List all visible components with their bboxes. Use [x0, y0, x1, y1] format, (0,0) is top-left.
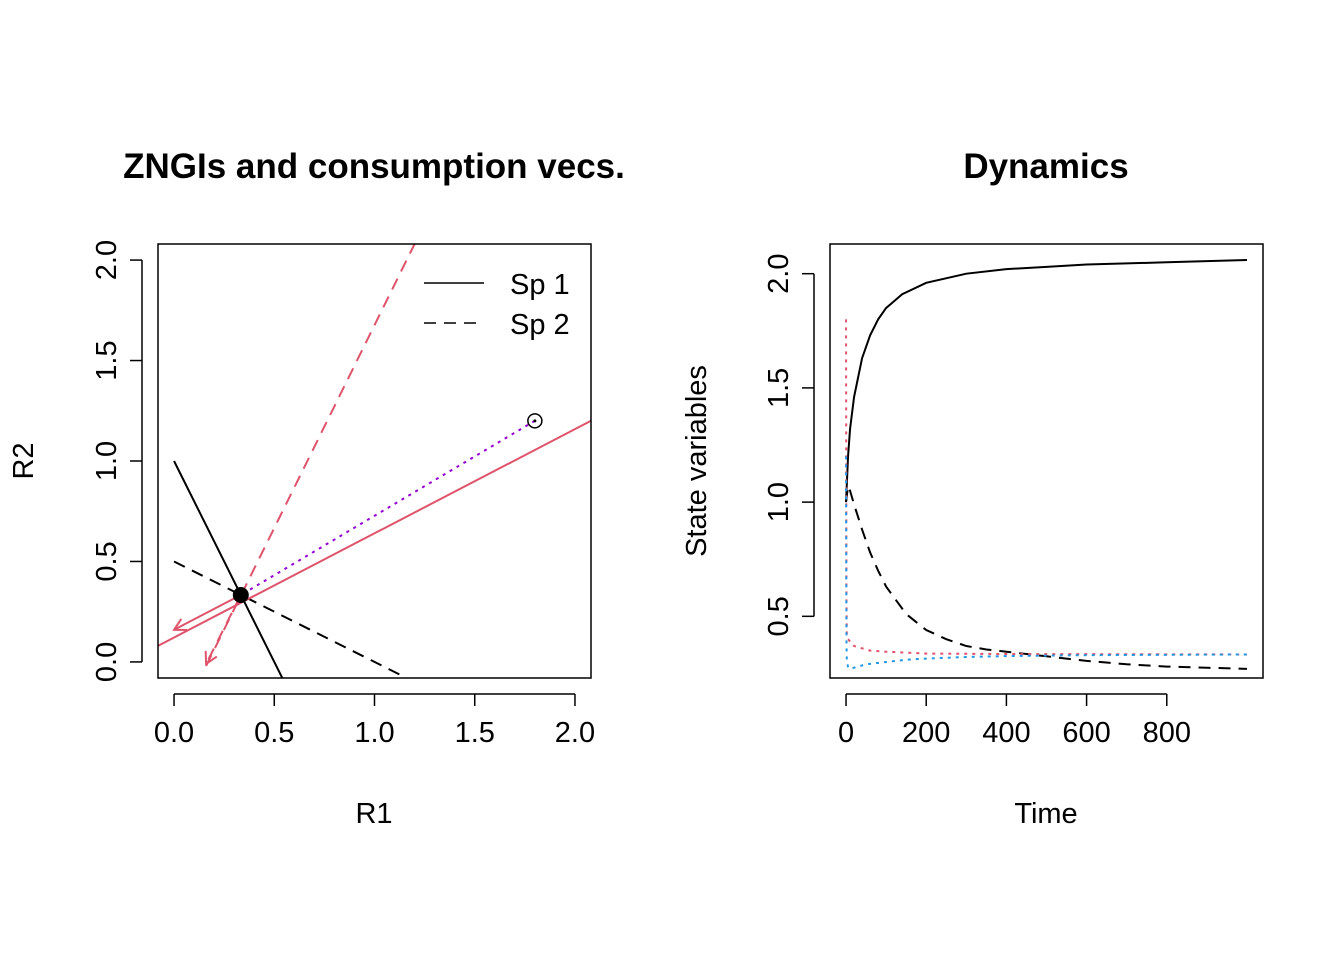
panel-dynamics-ylabel: State variables	[681, 365, 713, 557]
panel-dynamics-xlabel: Time	[1014, 798, 1077, 830]
legend: Sp 1 Sp 2	[424, 269, 570, 341]
series-sp1	[845, 258, 1247, 503]
series-sp2	[845, 482, 1247, 670]
legend-label-sp1: Sp 1	[510, 269, 570, 301]
x-tick-label: 600	[1062, 717, 1110, 749]
y-tick-label: 0.0	[91, 642, 123, 682]
panel-zngi-frame	[157, 243, 592, 679]
panel-zngi-xlabel: R1	[355, 798, 392, 830]
point-equilibrium	[232, 587, 249, 604]
panel-dynamics: Dynamics Time State variables 0 200 400 600…	[681, 147, 1264, 830]
y-tick-label: 1.0	[763, 482, 795, 522]
panel-zngi-marks	[172, 413, 543, 666]
consumption-arrowhead-1	[172, 618, 188, 632]
point-supply-point-center	[533, 419, 537, 423]
consumption-arrow-1	[173, 594, 242, 631]
x-tick-label: 1.0	[354, 717, 394, 749]
x-tick-label: 0.0	[154, 717, 194, 749]
series-supply	[240, 419, 536, 596]
y-tick-label: 1.0	[91, 441, 123, 481]
y-tick-label: 0.5	[91, 541, 123, 581]
series-r2	[845, 456, 1247, 670]
panel-zngi-series	[158, 244, 591, 678]
x-tick-label: 2.0	[555, 717, 595, 749]
series-zngi2	[173, 560, 408, 678]
y-tick-label: 2.0	[763, 254, 795, 294]
series-zngi1	[173, 460, 284, 678]
point-supply-point	[527, 413, 543, 429]
panel-dynamics-frame	[829, 243, 1264, 679]
series-r1	[845, 319, 1247, 656]
y-tick-label: 1.5	[91, 340, 123, 380]
series-cons1	[158, 419, 591, 647]
panel-zngi-title: ZNGIs and consumption vecs.	[123, 147, 625, 186]
panel-dynamics-series	[845, 258, 1247, 670]
panel-zngi-ticks: 0.0 0.5 1.0 1.5 2.0 0.0 0.5 1.0 1.5 2.0	[91, 240, 595, 749]
panel-dynamics-ticks: 0 200 400 600 800 0.5 1.0 1.5 2.0	[763, 254, 1191, 749]
legend-label-sp2: Sp 2	[510, 309, 570, 341]
x-tick-label: 1.5	[455, 717, 495, 749]
y-tick-label: 1.5	[763, 368, 795, 408]
panel-zngi-ylabel: R2	[8, 442, 40, 479]
x-tick-label: 800	[1143, 717, 1191, 749]
consumption-arrow-2	[205, 594, 242, 665]
x-tick-label: 0	[838, 717, 854, 749]
y-tick-label: 2.0	[91, 240, 123, 280]
x-tick-label: 0.5	[254, 717, 294, 749]
y-tick-label: 0.5	[763, 596, 795, 636]
panel-zngi: ZNGIs and consumption vecs. R1 R2 0.0 0.5…	[8, 147, 625, 830]
consumption-arrowhead-2	[204, 650, 218, 666]
x-tick-label: 400	[982, 717, 1030, 749]
x-tick-label: 200	[902, 717, 950, 749]
panel-dynamics-title: Dynamics	[963, 147, 1128, 186]
